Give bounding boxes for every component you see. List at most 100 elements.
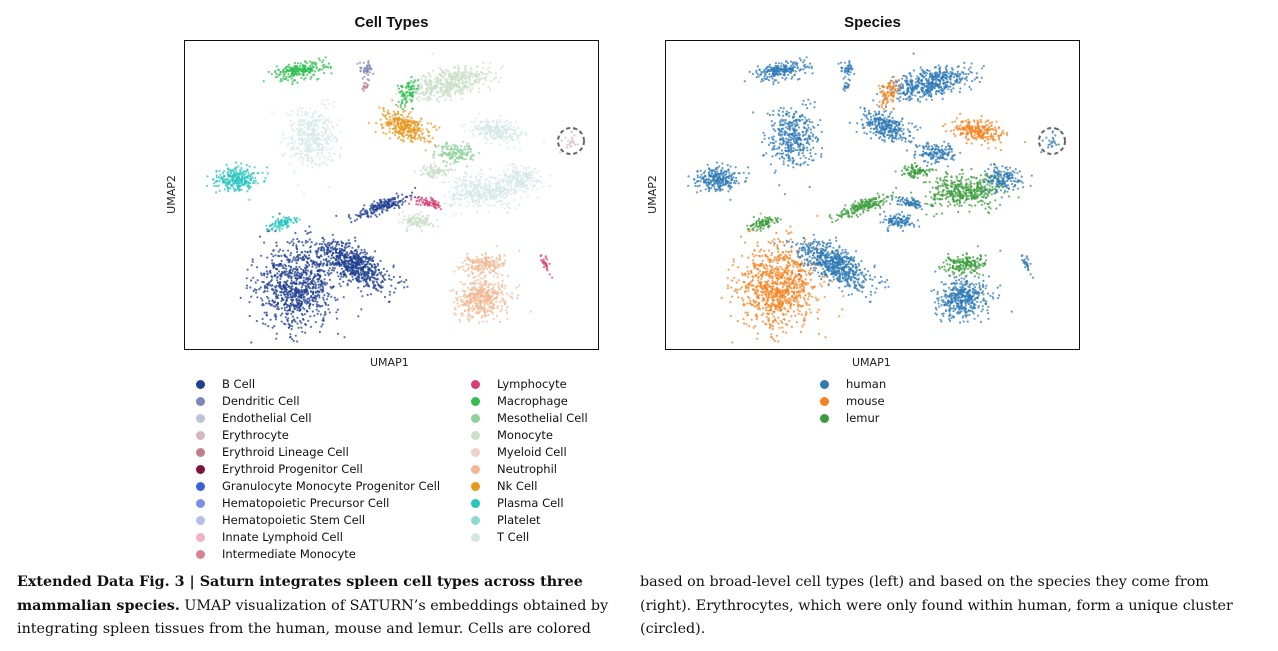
cell-point bbox=[282, 290, 285, 294]
cell-point bbox=[285, 299, 288, 302]
cell-point bbox=[302, 244, 305, 247]
cell-point bbox=[312, 66, 315, 69]
cell-point bbox=[377, 204, 380, 207]
cell-point bbox=[526, 187, 529, 190]
cell-point bbox=[324, 131, 327, 134]
cell-types-scatter bbox=[206, 52, 585, 344]
cell-point bbox=[382, 277, 385, 280]
cell-point bbox=[357, 254, 360, 257]
cell-point bbox=[438, 66, 441, 69]
cell-point bbox=[305, 276, 309, 279]
cell-point bbox=[394, 287, 397, 290]
cell-point bbox=[364, 82, 367, 85]
cell-point bbox=[321, 237, 324, 240]
cell-point bbox=[400, 118, 403, 121]
cell-point bbox=[279, 273, 282, 276]
cell-point bbox=[342, 280, 345, 283]
cell-point bbox=[315, 303, 318, 306]
cell-point bbox=[470, 282, 473, 285]
cell-point bbox=[483, 261, 487, 264]
cell-point bbox=[229, 187, 232, 190]
cell-point bbox=[517, 203, 521, 207]
cell-point bbox=[281, 79, 284, 82]
cell-point bbox=[418, 127, 422, 130]
cell-point bbox=[311, 265, 314, 268]
cell-point bbox=[350, 280, 353, 283]
cell-point bbox=[275, 65, 278, 68]
cell-point bbox=[312, 283, 315, 286]
cell-point bbox=[464, 270, 467, 273]
cell-point bbox=[474, 117, 477, 120]
cell-point bbox=[421, 200, 424, 203]
cell-point bbox=[486, 118, 489, 121]
cell-point bbox=[378, 106, 381, 109]
cell-point bbox=[278, 74, 281, 77]
cell-point bbox=[480, 264, 484, 267]
cell-point bbox=[461, 299, 464, 302]
cell-point bbox=[383, 198, 386, 201]
cell-point bbox=[311, 66, 314, 69]
cell-point bbox=[483, 77, 486, 80]
cell-point bbox=[492, 182, 495, 185]
cell-point bbox=[364, 253, 367, 256]
cell-point bbox=[512, 169, 515, 172]
cell-point bbox=[410, 198, 413, 201]
cell-point bbox=[477, 260, 480, 263]
cell-point bbox=[322, 116, 326, 119]
cell-point bbox=[367, 274, 370, 277]
cell-point bbox=[325, 137, 329, 140]
cell-point bbox=[298, 130, 301, 133]
cell-point bbox=[253, 288, 256, 291]
cell-point bbox=[234, 175, 237, 178]
cell-point bbox=[481, 320, 484, 323]
cell-point bbox=[275, 284, 278, 287]
cell-point bbox=[307, 282, 311, 285]
cell-point bbox=[336, 123, 339, 127]
cell-point bbox=[319, 260, 322, 263]
cell-point bbox=[323, 251, 326, 254]
cell-point bbox=[495, 185, 498, 188]
cell-point bbox=[312, 296, 315, 299]
cell-point bbox=[417, 134, 421, 137]
cell-point bbox=[431, 52, 434, 55]
cell-point bbox=[309, 245, 312, 248]
cell-point bbox=[320, 103, 323, 106]
cell-point bbox=[317, 147, 320, 150]
cell-point bbox=[411, 128, 414, 132]
cell-point bbox=[489, 301, 492, 304]
cell-point bbox=[313, 125, 316, 128]
cell-point bbox=[264, 176, 267, 180]
cell-point bbox=[510, 182, 513, 185]
cell-point bbox=[421, 90, 425, 93]
cell-point bbox=[474, 275, 477, 278]
cell-point bbox=[295, 274, 298, 277]
cell-point bbox=[278, 212, 281, 215]
cell-point bbox=[364, 284, 367, 287]
cell-point bbox=[363, 210, 366, 213]
cell-point bbox=[304, 60, 307, 63]
cell-point bbox=[310, 150, 313, 153]
cell-point bbox=[281, 227, 284, 230]
cell-point bbox=[384, 116, 387, 119]
cell-point bbox=[501, 133, 504, 136]
cell-point bbox=[277, 297, 280, 300]
cell-point bbox=[432, 126, 435, 129]
cell-point bbox=[505, 309, 508, 312]
cell-point bbox=[459, 265, 462, 269]
cell-point bbox=[300, 326, 303, 329]
cell-point bbox=[414, 121, 417, 124]
cell-point bbox=[288, 324, 291, 327]
cell-point bbox=[312, 290, 315, 293]
cell-point bbox=[285, 76, 288, 79]
cell-point bbox=[290, 321, 294, 324]
cell-point bbox=[309, 67, 312, 70]
cell-point bbox=[506, 119, 509, 122]
cell-point bbox=[310, 115, 313, 118]
cell-point bbox=[285, 270, 288, 273]
cell-point bbox=[397, 281, 400, 284]
cell-point bbox=[363, 204, 366, 207]
cell-point bbox=[239, 169, 242, 172]
cell-point bbox=[400, 138, 403, 141]
cell-point bbox=[503, 262, 506, 265]
cell-point bbox=[454, 93, 457, 96]
